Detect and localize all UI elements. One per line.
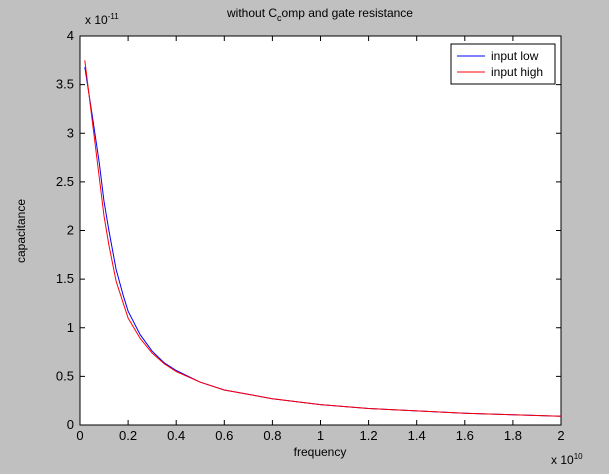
x-tick-label: 1.4 bbox=[408, 428, 426, 443]
chart-title: without Ccomp and gate resistance bbox=[226, 6, 413, 23]
legend: input low input high bbox=[450, 43, 556, 85]
series-lines bbox=[84, 60, 562, 417]
x-tick-label: 0.4 bbox=[167, 428, 185, 443]
y-tick-label: 3.5 bbox=[56, 77, 74, 92]
legend-label: input high bbox=[491, 65, 543, 79]
x-tick-label: 0.8 bbox=[263, 428, 281, 443]
x-axis-label: frequency bbox=[294, 445, 347, 459]
y-tick-label: 2 bbox=[67, 223, 74, 238]
y-tick-label: 4 bbox=[67, 28, 74, 43]
x-tick-label: 1.2 bbox=[360, 428, 378, 443]
y-tick-label: 1 bbox=[67, 320, 74, 335]
x-tick-label: 1.8 bbox=[504, 428, 522, 443]
axis-ticks: 0 0.2 0.4 0.6 0.8 1 1.2 1.4 1.6 1.8 2 0 0.5 1 1.5 2 2.5 3… bbox=[56, 28, 565, 443]
x-tick-label: 0.6 bbox=[215, 428, 233, 443]
legend-label: input low bbox=[491, 49, 539, 63]
legend-box bbox=[450, 43, 556, 85]
y-tick-label: 1.5 bbox=[56, 271, 74, 286]
y-tick-label: 0 bbox=[67, 417, 74, 432]
x-exponent-label: x 1010 bbox=[551, 452, 583, 467]
x-tick-label: 0.2 bbox=[119, 428, 137, 443]
y-tick-label: 0.5 bbox=[56, 368, 74, 383]
y-exponent-label: x 10-11 bbox=[85, 12, 119, 27]
series-line-input-high bbox=[84, 60, 562, 417]
x-tick-label: 0 bbox=[76, 428, 83, 443]
y-tick-label: 3 bbox=[67, 125, 74, 140]
x-tick-label: 1 bbox=[317, 428, 324, 443]
x-tick-label: 1.6 bbox=[456, 428, 474, 443]
x-tick-label: 2 bbox=[557, 428, 564, 443]
y-tick-label: 2.5 bbox=[56, 174, 74, 189]
plot-area bbox=[79, 35, 562, 426]
y-axis-label: capacitance bbox=[14, 199, 28, 263]
